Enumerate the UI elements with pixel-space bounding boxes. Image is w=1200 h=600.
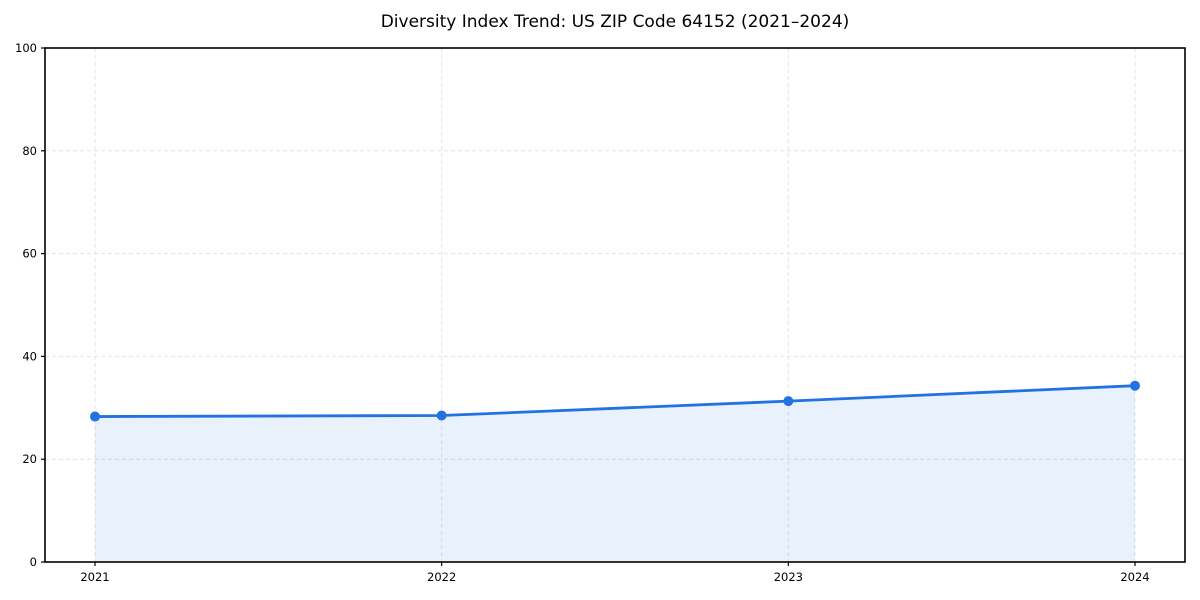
- y-tick-label: 60: [22, 247, 37, 261]
- area-fill: [95, 385, 1135, 562]
- x-tick-label: 2024: [1120, 570, 1149, 584]
- y-tick-label: 100: [15, 41, 37, 55]
- x-tick-label: 2021: [80, 570, 109, 584]
- y-tick-label: 0: [30, 555, 37, 569]
- data-point-2024: [1130, 380, 1140, 391]
- x-tick-label: 2022: [427, 570, 456, 584]
- plot-border: [44, 47, 1186, 563]
- y-tick-label: 80: [22, 144, 37, 158]
- data-point-2022: [436, 410, 447, 421]
- trend-line: [94, 384, 1136, 418]
- chart-title: Diversity Index Trend: US ZIP Code 64152…: [380, 12, 850, 32]
- data-point-2021: [90, 411, 100, 422]
- data-point-2023: [783, 396, 794, 407]
- y-tick-label: 20: [22, 452, 37, 466]
- y-tick-label: 40: [22, 349, 37, 363]
- x-tick-label: 2023: [774, 570, 803, 584]
